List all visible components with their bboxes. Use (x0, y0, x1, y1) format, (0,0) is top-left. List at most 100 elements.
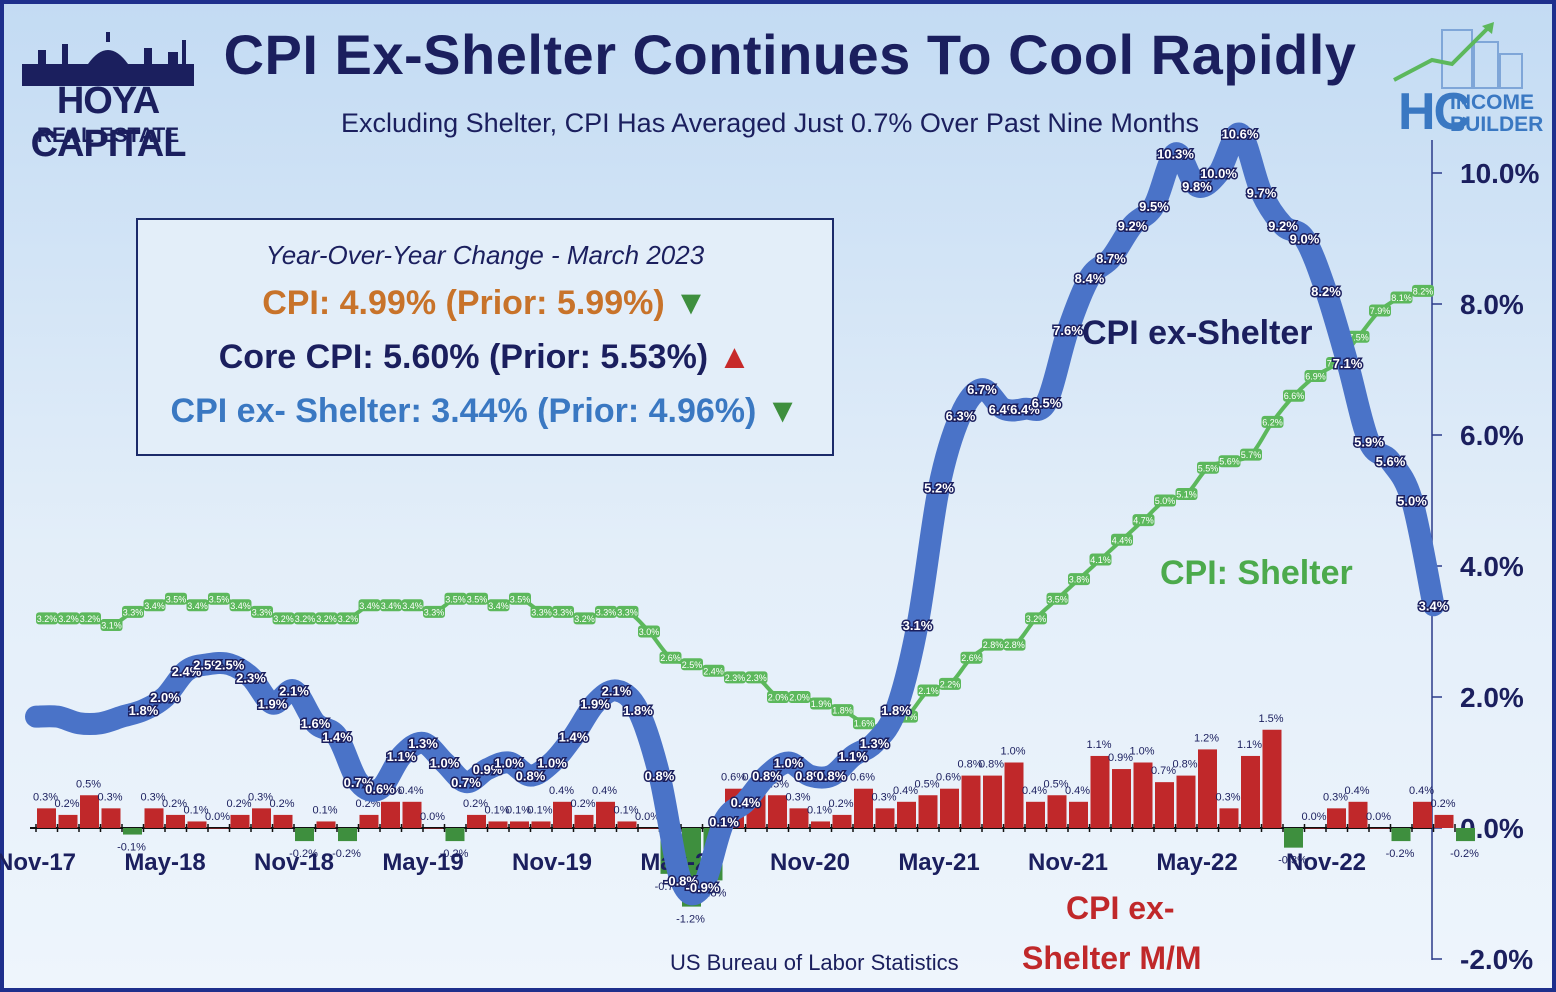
shelter-point-label: 4.4% (1112, 535, 1133, 545)
mm-bar (596, 801, 615, 828)
shelter-point-label: 3.2% (1026, 614, 1047, 624)
exshelter-point-label: 9.2% (1118, 218, 1148, 233)
exshelter-point-label: 1.8% (129, 703, 159, 718)
shelter-point (1240, 448, 1262, 461)
mm-bar-label: 0.1% (527, 804, 552, 816)
annotation-mm-line2: Shelter M/M (1022, 940, 1202, 976)
shelter-point-label: 3.5% (510, 594, 531, 604)
mm-bar (80, 795, 99, 828)
mm-bar (1241, 755, 1260, 828)
mm-bar (789, 808, 809, 828)
mm-bar (1026, 801, 1045, 828)
mm-bar-label: -0.2% (332, 848, 361, 860)
mm-bar-label: 0.3% (1323, 791, 1348, 803)
mm-bar-label: 0.0% (635, 811, 660, 823)
mm-bar-label: 0.1% (312, 804, 337, 816)
mm-bar (854, 788, 873, 828)
shelter-point-label: 2.6% (961, 653, 982, 663)
shelter-point-label: 3.3% (123, 607, 144, 617)
shelter-point (552, 605, 574, 618)
mm-bar-label: -0.2% (440, 848, 469, 860)
shelter-point-label: 2.8% (983, 640, 1004, 650)
shelter-point-label: 3.3% (424, 607, 445, 617)
exshelter-point-label: 2.3% (236, 670, 266, 685)
shelter-point-label: 2.0% (768, 693, 789, 703)
shelter-point-label: 3.5% (166, 594, 187, 604)
exshelter-point-label: -0.9% (686, 880, 720, 895)
mm-bar-label: 0.3% (871, 791, 896, 803)
logo-builder: BUILDER (1450, 113, 1544, 136)
shelter-point (745, 671, 768, 684)
exshelter-point-label: 8.7% (1096, 251, 1126, 266)
exshelter-point-label: 1.8% (881, 703, 911, 718)
shelter-point-label: 5.7% (1241, 450, 1262, 460)
mm-bar (359, 814, 379, 828)
shelter-point-label: 3.3% (531, 607, 552, 617)
legend-row-exshelter: CPI ex- Shelter: 3.44% (Prior: 4.96%) ▼ (138, 392, 832, 431)
exshelter-point-label: 1.4% (559, 729, 589, 744)
shelter-point (100, 618, 123, 631)
shelter-point-label: 5.6% (1219, 457, 1240, 467)
mm-bar-label: 0.3% (785, 791, 810, 803)
exshelter-point-label: 3.1% (903, 618, 933, 633)
shelter-point-label: 5.0% (1155, 496, 1176, 506)
mm-bar (273, 814, 293, 828)
shelter-point (143, 599, 166, 612)
shelter-point-label: 3.5% (209, 594, 230, 604)
shelter-point-label: 3.2% (58, 614, 79, 624)
shelter-point-label: 1.6% (854, 719, 875, 729)
mm-bar-label: 0.1% (506, 804, 531, 816)
exshelter-point-label: 2.0% (150, 690, 180, 705)
exshelter-point-label: 9.0% (1290, 232, 1320, 247)
shelter-point (638, 625, 660, 638)
shelter-point (294, 612, 316, 625)
mm-bar (1413, 801, 1432, 828)
mm-bar (639, 828, 658, 829)
exshelter-point-label: 2.4% (172, 664, 202, 679)
mm-bar-label: 0.4% (1344, 785, 1369, 797)
logo-sub: REAL ESTATE (36, 124, 180, 147)
chart-title: CPI Ex-Shelter Continues To Cool Rapidly (223, 23, 1357, 86)
mm-bar-label: -0.1% (117, 842, 146, 854)
shelter-point (659, 651, 682, 664)
mm-bar-label: 0.8% (979, 759, 1004, 771)
mm-bar-label: 0.0% (205, 811, 230, 823)
mm-bar (1176, 775, 1196, 828)
x-tick-label: May-21 (898, 849, 979, 876)
mm-bar-label: 0.2% (1430, 798, 1455, 810)
exshelter-point-label: 1.0% (774, 756, 804, 771)
mm-bar-label: 0.6% (936, 772, 961, 784)
shelter-point (1132, 514, 1155, 527)
legend-row-core: Core CPI: 5.60% (Prior: 5.53%) ▲ (138, 338, 832, 377)
mm-bar (1391, 828, 1411, 842)
mm-bar (1133, 762, 1153, 828)
mm-bar-label: 0.4% (592, 785, 617, 797)
shelter-point (122, 605, 144, 618)
mm-bar-label: 0.1% (807, 804, 832, 816)
shelter-point (595, 605, 617, 618)
shelter-point-label: 3.4% (359, 601, 380, 611)
exshelter-point-label: 1.6% (301, 716, 331, 731)
shelter-point-label: 3.3% (617, 607, 638, 617)
shelter-point-label: 2.5% (682, 660, 703, 670)
exshelter-point-label: 0.7% (344, 775, 374, 790)
mm-bar (1327, 808, 1346, 828)
yoy-legend-box: Year-Over-Year Change - March 2023 CPI: … (136, 218, 834, 456)
shelter-point (917, 684, 940, 697)
mm-bar-label: 0.3% (97, 791, 122, 803)
mm-bar-label: 0.4% (1022, 785, 1047, 797)
exshelter-point-label: 1.0% (430, 756, 460, 771)
mm-bar (1112, 769, 1131, 828)
exshelter-point-label: 7.1% (1333, 356, 1363, 371)
mm-bar-label: 0.4% (1065, 785, 1090, 797)
x-tick-label: May-18 (124, 849, 205, 876)
exshelter-point-label: 6.3% (946, 408, 976, 423)
x-tick-label: Nov-17 (0, 849, 76, 876)
annotation-shelter: CPI: Shelter (1160, 554, 1353, 592)
mm-bar (918, 795, 938, 828)
up-arrow-icon: ▲ (717, 338, 752, 376)
shelter-point-label: 3.3% (596, 607, 617, 617)
mm-bar (445, 828, 465, 842)
exshelter-point-label: 6.4% (989, 402, 1019, 417)
shelter-point (380, 599, 402, 612)
